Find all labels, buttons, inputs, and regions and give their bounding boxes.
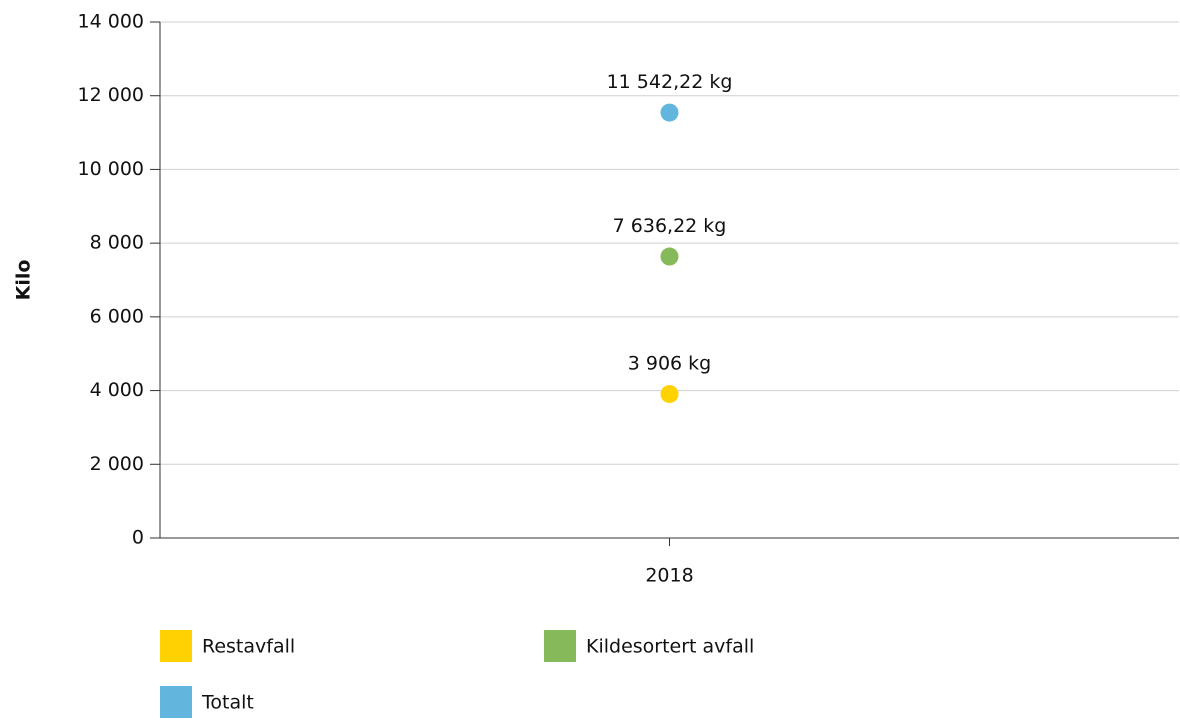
value-label: 3 906 kg [628, 353, 712, 375]
x-tick-label: 2018 [645, 565, 693, 587]
legend-swatch [160, 630, 192, 662]
y-tick-label: 6 000 [90, 305, 144, 327]
legend-label: Kildesortert avfall [586, 636, 754, 658]
y-tick-label: 14 000 [78, 11, 144, 33]
legend-swatch [160, 686, 192, 718]
legend-label: Totalt [201, 692, 254, 714]
y-axis-label: Kilo [13, 260, 35, 301]
legend-label: Restavfall [202, 636, 295, 658]
y-tick-label: 4 000 [90, 379, 144, 401]
y-tick-label: 0 [132, 527, 144, 549]
data-point [660, 247, 679, 266]
value-label: 7 636,22 kg [613, 215, 727, 237]
value-label: 11 542,22 kg [607, 71, 733, 93]
legend-swatch [544, 630, 576, 662]
data-point [660, 103, 679, 122]
y-tick-label: 10 000 [78, 158, 144, 180]
data-point [660, 385, 679, 404]
y-tick-label: 8 000 [90, 232, 144, 254]
y-tick-label: 12 000 [78, 84, 144, 106]
y-tick-label: 2 000 [90, 453, 144, 475]
